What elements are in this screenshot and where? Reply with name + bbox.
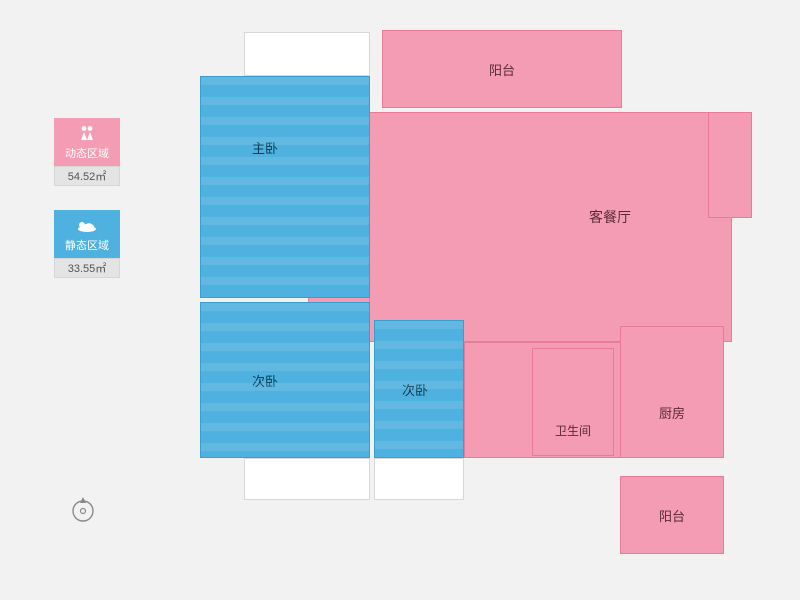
- room-master-bed: 主卧: [200, 76, 370, 298]
- room-living-dining: 客餐厅: [368, 112, 732, 342]
- window-bay: [244, 458, 370, 500]
- legend-value-static: 33.55㎡: [54, 258, 120, 278]
- legend-label-static: 静态区域: [65, 237, 109, 253]
- legend: 动态区域 54.52㎡ 静态区域 33.55㎡: [54, 118, 120, 302]
- room-label: 客餐厅: [589, 207, 631, 227]
- room-bed2-left: 次卧: [200, 302, 370, 458]
- room-label: 卫生间: [555, 422, 591, 439]
- legend-item-dynamic: 动态区域 54.52㎡: [54, 118, 120, 186]
- room-bed2-right: 次卧: [374, 320, 464, 458]
- room-label: 厨房: [659, 403, 685, 422]
- sleep-icon: [76, 215, 98, 235]
- room-kitchen: 厨房: [620, 326, 724, 458]
- room-label: 主卧: [252, 138, 278, 157]
- legend-value-dynamic: 54.52㎡: [54, 166, 120, 186]
- room-balcony-top: 阳台: [382, 30, 622, 108]
- room-bathroom: 卫生间: [532, 348, 614, 456]
- window-bay: [244, 32, 370, 76]
- window-bay: [374, 458, 464, 500]
- room-label: 阳台: [659, 506, 685, 525]
- room-label: 阳台: [489, 60, 515, 79]
- compass-icon: [68, 494, 98, 524]
- room-living-ext3: [708, 112, 752, 218]
- room-label: 次卧: [402, 380, 428, 399]
- room-balcony-br: 阳台: [620, 476, 724, 554]
- room-label: 次卧: [252, 371, 278, 390]
- legend-swatch-dynamic: 动态区域: [54, 118, 120, 166]
- legend-swatch-static: 静态区域: [54, 210, 120, 258]
- people-icon: [76, 123, 98, 143]
- legend-label-dynamic: 动态区域: [65, 145, 109, 161]
- legend-item-static: 静态区域 33.55㎡: [54, 210, 120, 278]
- floor-plan: 阳台客餐厅卫生间厨房阳台主卧次卧次卧: [188, 22, 764, 578]
